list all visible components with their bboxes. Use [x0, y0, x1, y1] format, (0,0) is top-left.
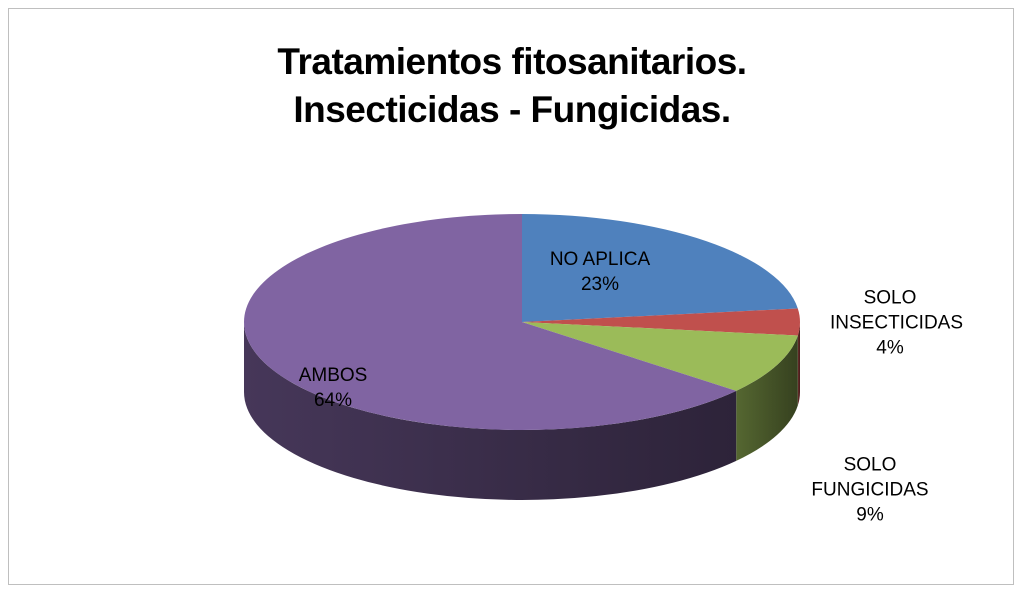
- chart-frame: [8, 8, 1014, 585]
- value-label: 64%: [313, 390, 353, 411]
- chart-title: Tratamientos fitosanitarios. Insecticida…: [277, 41, 747, 130]
- slice: [522, 308, 800, 336]
- data-label: AMBOS 64%: [273, 363, 393, 413]
- data-label: SOLO INSECTICIDAS 4%: [830, 286, 964, 361]
- value-label: 9%: [856, 504, 884, 526]
- value-label: 4%: [876, 337, 904, 359]
- value-label: 23%: [580, 274, 620, 295]
- category-label: SOLO INSECTICIDAS: [830, 287, 964, 334]
- data-label: NO APLICA 23%: [525, 247, 675, 297]
- category-label: AMBOS: [298, 365, 368, 386]
- slice: [522, 214, 798, 322]
- slice-side: [736, 335, 798, 461]
- slice: [244, 214, 737, 430]
- slice: [522, 322, 798, 391]
- category-label: NO APLICA: [549, 249, 651, 270]
- data-label: SOLO FUNGICIDAS 9%: [810, 453, 930, 528]
- category-label: SOLO FUNGICIDAS: [811, 454, 929, 501]
- slice-side: [244, 322, 737, 500]
- slice-side: [797, 322, 800, 406]
